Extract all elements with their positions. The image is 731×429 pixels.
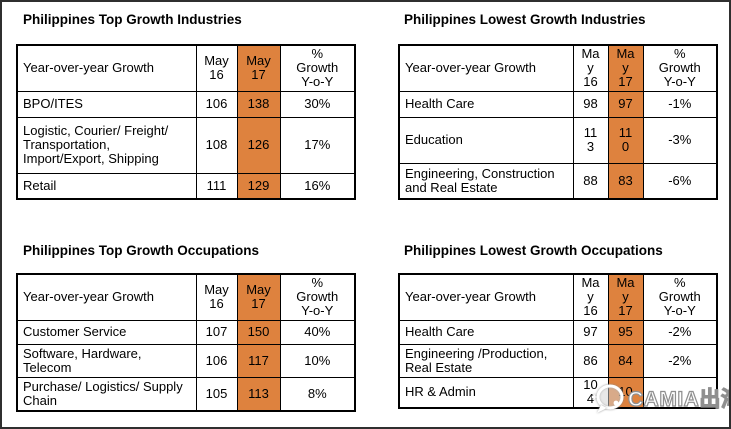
cell-growth: -2% [642, 343, 718, 378]
cell-may17: 117 [236, 343, 281, 378]
table-row: Engineering /Production, Real Estate 86 … [398, 343, 718, 378]
cell-industry: Engineering, Construction and Real Estat… [398, 162, 574, 200]
cell-may16: 104 [572, 376, 609, 409]
title-lowest-growth-occupations: Philippines Lowest Growth Occupations [404, 243, 663, 258]
cell-may16: 107 [195, 319, 238, 345]
col-header-yoy-growth: Year-over-year Growth [398, 273, 574, 321]
table-lowest-growth-industries: Year-over-year Growth May 16 May 17 % Gr… [398, 44, 718, 200]
header-row: Year-over-year Growth May 16 May 17 % Gr… [398, 273, 718, 321]
cell-growth: 16% [279, 172, 356, 200]
cell-may17: 83 [607, 162, 644, 200]
cell-may16: 113 [572, 116, 609, 164]
title-top-growth-industries: Philippines Top Growth Industries [23, 12, 242, 27]
col-header-yoy-growth: Year-over-year Growth [16, 44, 197, 92]
table-row: Education 113 110 -3% [398, 116, 718, 164]
cell-growth: -6% [642, 162, 718, 200]
col-header-growth-yoy: % Growth Y-o-Y [279, 273, 356, 321]
table-lowest-growth-occupations: Year-over-year Growth May 16 May 17 % Gr… [398, 273, 718, 409]
col-header-may17: May 17 [236, 44, 281, 92]
cell-industry: Logistic, Courier/ Freight/ Transportati… [16, 116, 197, 174]
cell-industry: Education [398, 116, 574, 164]
cell-growth [642, 376, 718, 409]
cell-may16: 106 [195, 343, 238, 378]
cell-growth: 10% [279, 343, 356, 378]
cell-may17: 97 [607, 90, 644, 118]
cell-occupation: Purchase/ Logistics/ Supply Chain [16, 376, 197, 411]
table-row: Health Care 98 97 -1% [398, 90, 718, 118]
cell-growth: 30% [279, 90, 356, 118]
cell-may17: 138 [236, 90, 281, 118]
cell-may17: 150 [236, 319, 281, 345]
table-row: Engineering, Construction and Real Estat… [398, 162, 718, 200]
cell-may16: 97 [572, 319, 609, 345]
table-row: Purchase/ Logistics/ Supply Chain 105 11… [16, 376, 356, 411]
cell-occupation: HR & Admin [398, 376, 574, 409]
cell-growth: -1% [642, 90, 718, 118]
cell-occupation: Engineering /Production, Real Estate [398, 343, 574, 378]
cell-industry: Retail [16, 172, 197, 200]
cell-may16: 86 [572, 343, 609, 378]
cell-may16: 106 [195, 90, 238, 118]
col-header-growth-yoy: % Growth Y-o-Y [642, 273, 718, 321]
col-header-may16: May 16 [572, 273, 609, 321]
cell-industry: Health Care [398, 90, 574, 118]
cell-may16: 88 [572, 162, 609, 200]
col-header-may16: May 16 [572, 44, 609, 92]
cell-growth: -2% [642, 319, 718, 345]
cell-growth: 8% [279, 376, 356, 411]
cell-may17: 110 [607, 116, 644, 164]
cell-growth: -3% [642, 116, 718, 164]
cell-may17: 129 [236, 172, 281, 200]
table-row: Retail 111 129 16% [16, 172, 356, 200]
cell-may17: 126 [236, 116, 281, 174]
table-top-growth-industries: Year-over-year Growth May 16 May 17 % Gr… [16, 44, 356, 200]
cell-occupation: Customer Service [16, 319, 197, 345]
title-top-growth-occupations: Philippines Top Growth Occupations [23, 243, 260, 258]
col-header-may17: May 17 [236, 273, 281, 321]
table-row: Software, Hardware, Telecom 106 117 10% [16, 343, 356, 378]
cell-may17: 84 [607, 343, 644, 378]
table-row: Logistic, Courier/ Freight/ Transportati… [16, 116, 356, 174]
col-header-may17: May 17 [607, 44, 644, 92]
col-header-may16: May 16 [195, 273, 238, 321]
table-row: Customer Service 107 150 40% [16, 319, 356, 345]
cell-may16: 108 [195, 116, 238, 174]
cell-may17: 95 [607, 319, 644, 345]
col-header-yoy-growth: Year-over-year Growth [16, 273, 197, 321]
header-row: Year-over-year Growth May 16 May 17 % Gr… [16, 273, 356, 321]
col-header-may16: May 16 [195, 44, 238, 92]
cell-growth: 40% [279, 319, 356, 345]
header-row: Year-over-year Growth May 16 May 17 % Gr… [16, 44, 356, 92]
cell-may16: 111 [195, 172, 238, 200]
col-header-may17: May 17 [607, 273, 644, 321]
table-row: Health Care 97 95 -2% [398, 319, 718, 345]
table-row: HR & Admin 104 10 [398, 376, 718, 409]
cell-growth: 17% [279, 116, 356, 174]
cell-industry: BPO/ITES [16, 90, 197, 118]
cell-occupation: Software, Hardware, Telecom [16, 343, 197, 378]
col-header-growth-yoy: % Growth Y-o-Y [642, 44, 718, 92]
cell-occupation: Health Care [398, 319, 574, 345]
cell-may16: 105 [195, 376, 238, 411]
table-row: BPO/ITES 106 138 30% [16, 90, 356, 118]
camia-watermark: CAMIA出海 [588, 383, 731, 417]
header-row: Year-over-year Growth May 16 May 17 % Gr… [398, 44, 718, 92]
camia-watermark-text: CAMIA出海 [627, 387, 731, 411]
cell-may16: 98 [572, 90, 609, 118]
col-header-yoy-growth: Year-over-year Growth [398, 44, 574, 92]
cell-may17: 113 [236, 376, 281, 411]
title-lowest-growth-industries: Philippines Lowest Growth Industries [404, 12, 646, 27]
col-header-growth-yoy: % Growth Y-o-Y [279, 44, 356, 92]
table-top-growth-occupations: Year-over-year Growth May 16 May 17 % Gr… [16, 273, 356, 412]
camia-bubble-logo-icon [588, 383, 628, 417]
